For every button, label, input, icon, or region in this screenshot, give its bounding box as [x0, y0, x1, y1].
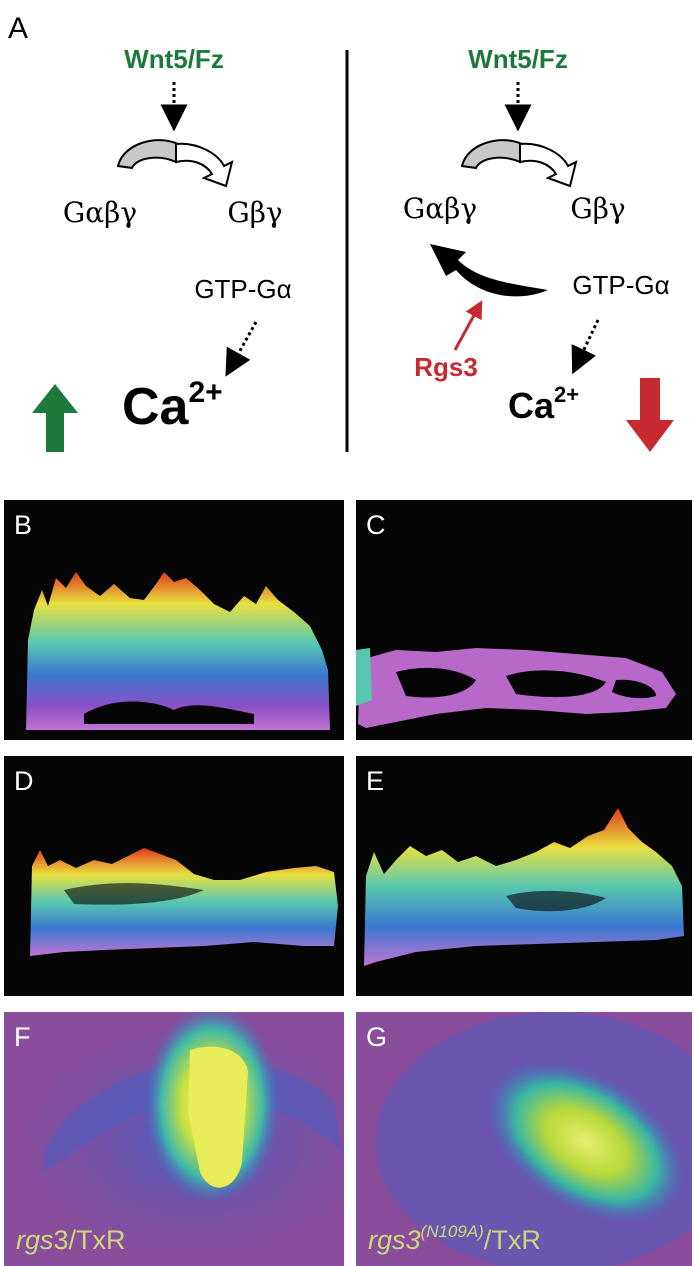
right-calcium-arrow [571, 319, 600, 375]
imaging-panels: B C D [0, 492, 694, 1266]
signaling-diagram: A Wnt5/Fz Gαβγ Gβγ GTP-Gα Ca2+ Wnt5/Fz G… [8, 12, 674, 452]
figure-label-a: A [8, 12, 28, 45]
right-heterotrimer: Gαβγ [403, 192, 477, 225]
panel-f-embryo-image [14, 1012, 344, 1262]
panel-g-label: G [366, 1022, 388, 1052]
up-arrow-icon [32, 384, 78, 452]
left-gtpase-cycle-arrow-icon [116, 139, 234, 188]
rgs3-arrow [453, 300, 483, 351]
right-dimer: Gβγ [570, 192, 625, 225]
panel-e-surface-plot [364, 808, 684, 966]
panel-d-label: D [14, 766, 34, 796]
panel-g-mutation: (N109A) [420, 1222, 484, 1241]
panel-f-gene-number: 3 [53, 1225, 69, 1255]
panel-g-embryo-image [376, 1012, 692, 1266]
left-ligand: Wnt5/Fz [124, 44, 224, 74]
right-ligand: Wnt5/Fz [468, 44, 568, 74]
panel-g-caption: rgs3(N109A)/TxR [368, 1222, 541, 1256]
panel-g-gene: rgs3 [368, 1225, 421, 1255]
panel-f-tracer: /TxR [68, 1225, 126, 1255]
left-active-alpha: GTP-Gα [194, 274, 291, 304]
rgs3-label: Rgs3 [414, 352, 478, 382]
panel-f-gene: rgs [16, 1225, 54, 1255]
right-calcium: Ca2+ [508, 382, 579, 426]
panel-f-label: F [14, 1022, 31, 1052]
panel-f: F rgs3/TxR [4, 1012, 344, 1266]
panel-e-label: E [366, 766, 385, 796]
down-arrow-icon [626, 378, 674, 452]
left-calcium-arrow [225, 321, 258, 377]
right-active-alpha: GTP-Gα [572, 270, 669, 300]
panel-c: C [356, 500, 692, 740]
panel-d-surface-plot [30, 848, 338, 956]
panel-g: G rgs3(N109A)/TxR [356, 1012, 692, 1266]
panel-d: D [4, 756, 344, 996]
panel-e: E [356, 756, 692, 996]
left-dimer: Gβγ [227, 196, 282, 229]
hydrolysis-arrow-icon [430, 244, 548, 297]
panel-g-tracer: /TxR [483, 1225, 541, 1255]
panel-b-surface-plot [26, 572, 330, 730]
panel-f-caption: rgs3/TxR [16, 1225, 126, 1256]
left-calcium: Ca2+ [122, 376, 223, 436]
panel-b: B [4, 500, 344, 740]
panel-c-label: C [366, 510, 386, 540]
panel-c-surface-plot [356, 648, 676, 728]
right-gtpase-cycle-arrow-icon [460, 139, 578, 188]
panel-b-label: B [14, 510, 33, 540]
left-heterotrimer: Gαβγ [63, 196, 137, 229]
